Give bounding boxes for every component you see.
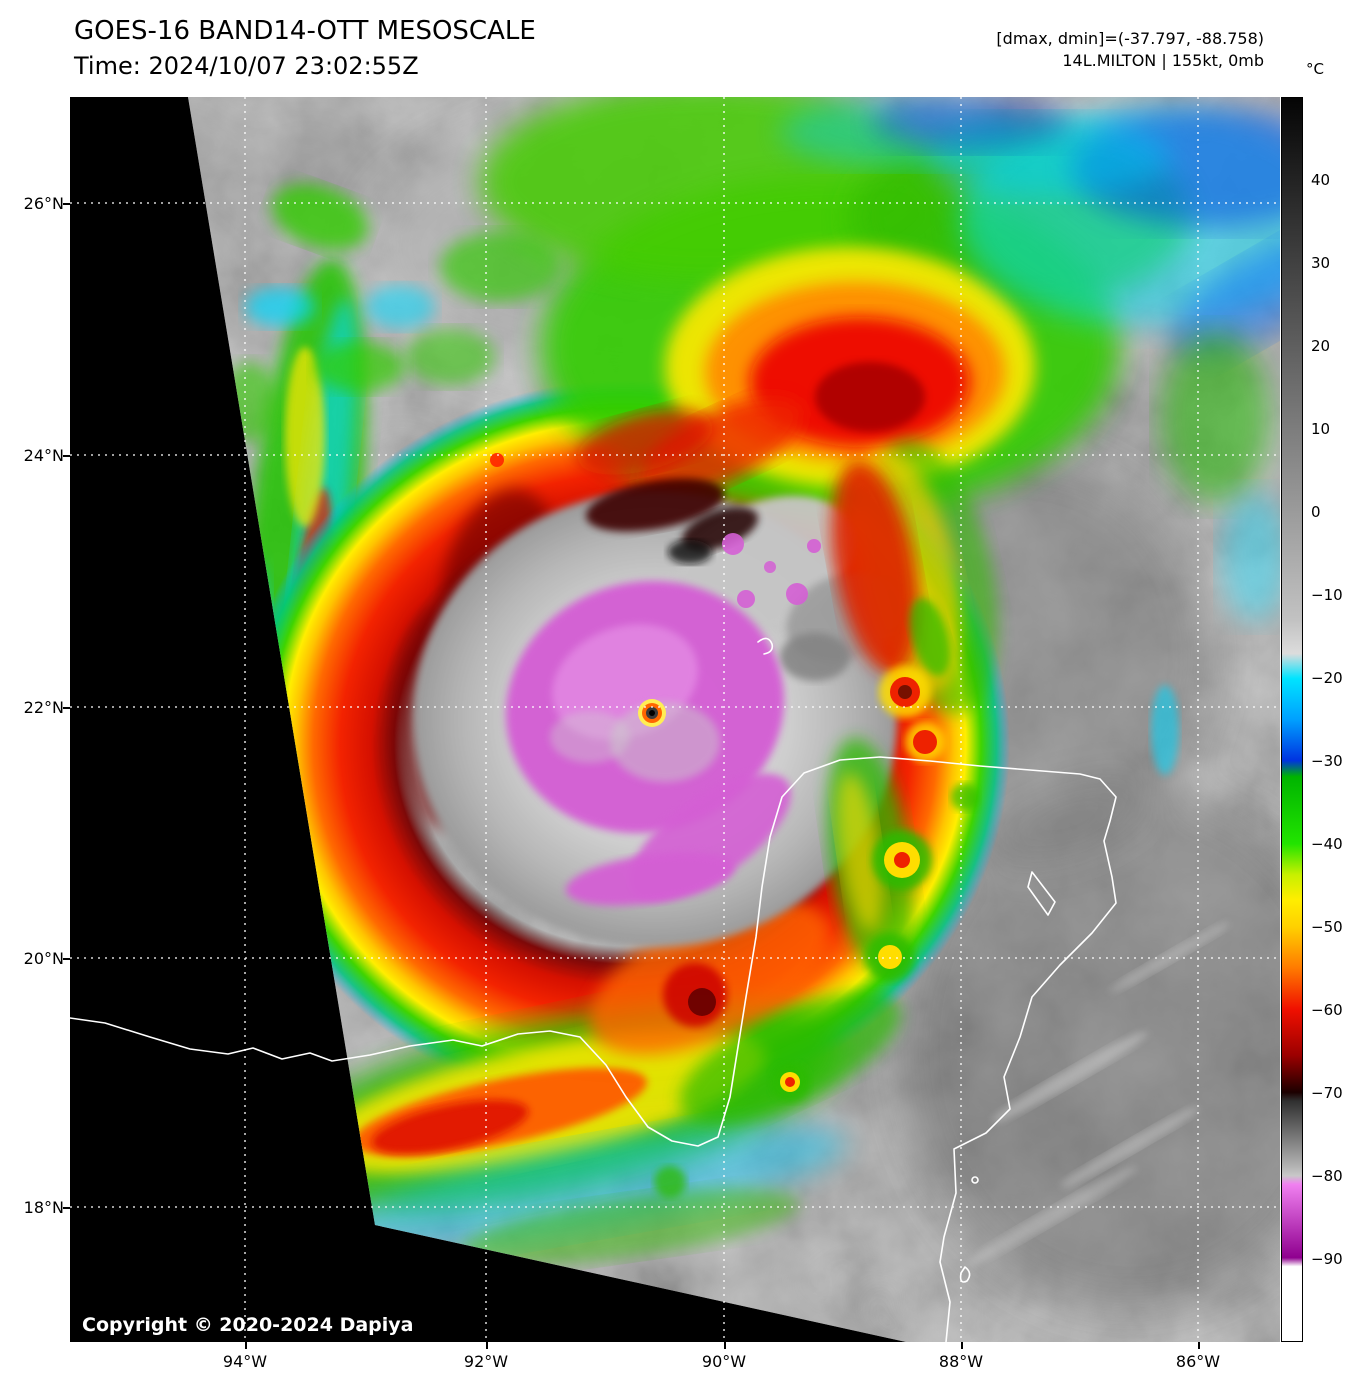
header-right-block: [dmax, dmin]=(-37.797, -88.758) 14L.MILT… — [996, 28, 1264, 72]
coastline-overlay — [69, 637, 1117, 1343]
east-red-comma — [831, 439, 998, 715]
east-channel-cells — [654, 598, 1179, 1198]
cbar-tick-n10: −10 — [1311, 586, 1343, 604]
satellite-map-svg — [69, 97, 1280, 1343]
cbar-tick-n20: −20 — [1311, 669, 1343, 687]
gridline-overlay — [70, 97, 1280, 1342]
cbar-tick-30: 30 — [1311, 254, 1331, 272]
upper-right-cold-clouds — [780, 97, 1280, 622]
cbar-tick-n30: −30 — [1311, 752, 1343, 770]
lon-label-86w: 86°W — [1175, 1352, 1221, 1371]
lon-label-94w: 94°W — [222, 1352, 268, 1371]
axis-tick — [63, 1207, 70, 1209]
small-island-1 — [971, 1176, 979, 1184]
cbar-tick-n60: −60 — [1311, 1001, 1343, 1019]
storm-info-label: 14L.MILTON | 155kt, 0mb — [1062, 51, 1264, 70]
dmax-dmin-label: [dmax, dmin]=(-37.797, -88.758) — [996, 29, 1264, 48]
axis-tick — [63, 958, 70, 960]
lat-label-26n: 26°N — [23, 194, 64, 213]
lat-label-22n: 22°N — [23, 698, 64, 717]
axis-tick — [961, 1342, 963, 1349]
colorbar-unit-label: °C — [1306, 60, 1324, 78]
cozumel-island — [1027, 871, 1056, 916]
lon-label-92w: 92°W — [463, 1352, 509, 1371]
lon-label-88w: 88°W — [938, 1352, 984, 1371]
cbar-tick-n90: −90 — [1311, 1250, 1343, 1268]
cbar-tick-n50: −50 — [1311, 918, 1343, 936]
axis-tick — [245, 1342, 247, 1349]
temperature-colorbar — [1281, 97, 1303, 1342]
cloud-field — [188, 97, 1280, 1342]
cbar-tick-10: 10 — [1311, 420, 1331, 438]
axis-tick — [63, 203, 70, 205]
cbar-tick-n40: −40 — [1311, 835, 1343, 853]
small-island-2 — [959, 1266, 971, 1283]
axis-tick — [63, 707, 70, 709]
lat-label-20n: 20°N — [23, 949, 64, 968]
product-title: GOES-16 BAND14-OTT MESOSCALE — [74, 16, 536, 46]
axis-tick — [724, 1342, 726, 1349]
south-spiral-band — [256, 899, 901, 1265]
axis-tick — [1198, 1342, 1200, 1349]
cbar-tick-n70: −70 — [1311, 1084, 1343, 1102]
lon-label-90w: 90°W — [701, 1352, 747, 1371]
lat-label-24n: 24°N — [23, 446, 64, 465]
lat-label-18n: 18°N — [23, 1198, 64, 1217]
satellite-image — [69, 97, 1280, 1343]
mexico-coastline — [69, 756, 1117, 1343]
cbar-tick-20: 20 — [1311, 337, 1331, 355]
timestamp-label: Time: 2024/10/07 23:02:55Z — [74, 52, 419, 80]
hurricane-eye — [638, 699, 666, 727]
cbar-tick-40: 40 — [1311, 171, 1331, 189]
cumulus-streets — [963, 921, 1231, 1268]
copyright-label: Copyright © 2020-2024 Dapiya — [82, 1314, 414, 1336]
axis-tick — [486, 1342, 488, 1349]
small-coastal-curl — [757, 637, 774, 655]
axis-tick — [63, 455, 70, 457]
cbar-tick-0: 0 — [1311, 503, 1321, 521]
cbar-tick-n80: −80 — [1311, 1167, 1343, 1185]
